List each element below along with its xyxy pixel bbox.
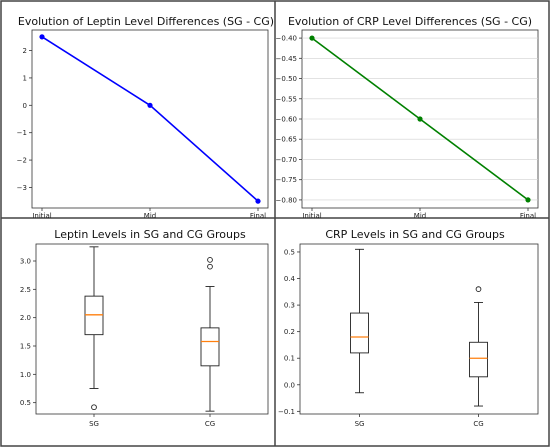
y-tick-label: −1 — [17, 129, 27, 137]
series-marks — [84, 246, 220, 412]
series-marks — [350, 248, 488, 407]
y-tick-label: −0.75 — [276, 176, 297, 184]
y-tick-label: 1 — [23, 74, 27, 82]
data-point — [147, 102, 153, 108]
chart-title: Evolution of Leptin Level Differences (S… — [18, 15, 274, 28]
y-tick-label: −0.80 — [276, 196, 297, 204]
x-ticks: SG CG — [89, 414, 215, 428]
y-tick-label: −0.65 — [276, 136, 297, 144]
series-marks — [39, 34, 261, 204]
y-tick-label: 3.0 — [20, 258, 31, 266]
x-ticks: Initial Mid Final — [302, 208, 536, 220]
leptin-boxplot-chart: Leptin Levels in SG and CG Groups 0.5 1.0… — [20, 228, 269, 428]
y-tick-label: 0.3 — [284, 302, 295, 310]
y-tick-label: 2.5 — [20, 286, 31, 294]
x-tick-label: Final — [520, 212, 536, 220]
y-tick-label: 0.5 — [20, 399, 31, 407]
y-tick-label: −0.55 — [276, 95, 297, 103]
x-tick-label: Initial — [302, 212, 321, 220]
y-tick-label: 0.4 — [284, 275, 296, 283]
y-ticks: 0.5 1.0 1.5 2.0 2.5 3.0 — [20, 258, 36, 407]
data-point — [255, 198, 261, 204]
crp-difference-line-chart: Evolution of CRP Level Differences (SG -… — [276, 15, 539, 220]
y-ticks: −0.1 0.0 0.1 0.2 0.3 0.4 0.5 — [278, 248, 300, 416]
grid-lines — [302, 37, 538, 201]
data-point — [309, 35, 315, 41]
x-tick-label: Mid — [414, 212, 426, 220]
x-tick-label: CG — [205, 420, 215, 428]
outlier-point — [475, 286, 482, 293]
y-tick-label: 0 — [23, 102, 27, 110]
crp-boxplot-chart: CRP Levels in SG and CG Groups −0.1 0.0 0.… — [278, 228, 539, 428]
y-tick-label: 0.5 — [284, 248, 295, 256]
data-point — [417, 116, 423, 122]
y-tick-label: −2 — [17, 157, 27, 165]
chart-title: Leptin Levels in SG and CG Groups — [54, 228, 246, 241]
x-tick-label: SG — [89, 420, 99, 428]
outlier-point — [207, 257, 213, 263]
y-tick-label: −0.60 — [276, 116, 297, 124]
x-tick-label: SG — [355, 420, 365, 428]
x-ticks: SG CG — [355, 414, 484, 428]
y-tick-label: −0.40 — [276, 35, 297, 43]
box-iqr — [200, 327, 220, 367]
y-tick-label: 2 — [23, 47, 27, 55]
plot-area — [35, 243, 269, 415]
outlier-point — [207, 263, 213, 270]
y-tick-label: −0.45 — [276, 55, 297, 63]
box-iqr — [350, 312, 369, 354]
leptin-difference-line-chart: Evolution of Leptin Level Differences (S… — [17, 15, 274, 220]
y-ticks: −0.80 −0.75 −0.70 −0.65 −0.60 −0.55 −0.50 −0.45… — [276, 35, 302, 204]
data-point — [525, 197, 531, 203]
y-ticks: −3 −2 −1 0 1 2 — [17, 47, 32, 192]
data-point — [39, 34, 45, 40]
y-tick-label: 1.5 — [20, 343, 31, 351]
y-tick-label: −0.1 — [278, 408, 295, 416]
y-tick-label: 0.2 — [284, 328, 295, 336]
y-tick-label: 0.1 — [284, 355, 295, 363]
y-tick-label: 2.0 — [20, 314, 31, 322]
x-tick-label: Final — [250, 212, 266, 220]
chart-title: CRP Levels in SG and CG Groups — [325, 228, 505, 241]
plot-area — [299, 243, 539, 415]
series-marks — [309, 35, 531, 203]
box-iqr — [469, 341, 488, 378]
x-tick-label: Mid — [144, 212, 156, 220]
chart-title: Evolution of CRP Level Differences (SG -… — [288, 15, 532, 28]
y-tick-label: −0.50 — [276, 75, 297, 83]
x-ticks: Initial Mid Final — [32, 208, 266, 220]
y-tick-label: 1.0 — [20, 371, 31, 379]
outlier-point — [91, 404, 97, 411]
y-tick-label: 0.0 — [284, 381, 295, 389]
y-tick-label: −3 — [17, 184, 27, 192]
x-tick-label: Initial — [32, 212, 51, 220]
plot-area — [31, 29, 269, 209]
y-tick-label: −0.70 — [276, 156, 297, 164]
x-tick-label: CG — [473, 420, 483, 428]
